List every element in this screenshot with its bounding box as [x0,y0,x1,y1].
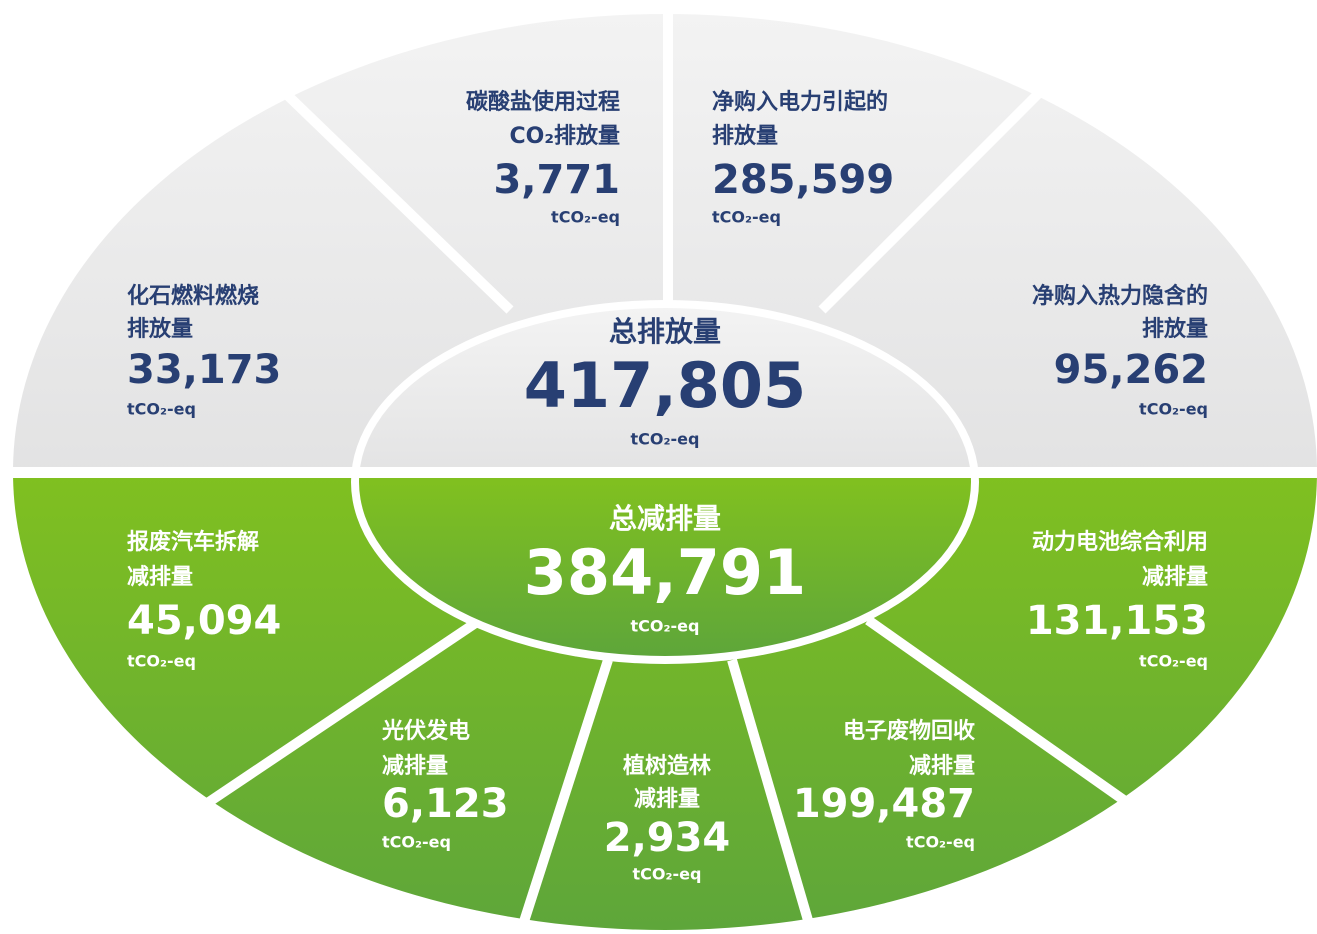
segment-unit: tCO₂-eq [127,652,196,671]
segment-label: 减排量 [909,753,975,779]
segment-label: 排放量 [1142,316,1208,342]
segment-label: 减排量 [382,753,448,779]
segment-label: 动力电池综合利用 [1032,529,1208,555]
segment-label: 排放量 [712,123,778,149]
divider [865,615,1138,813]
segment-unit: tCO₂-eq [551,208,620,227]
segment-value: 33,173 [127,347,281,393]
segment-value: 95,262 [1054,347,1208,393]
segment-value: 131,153 [1026,598,1208,644]
segment-label: 电子废物回收 [843,718,975,744]
segment-label: 光伏发电 [381,718,470,744]
divider [818,88,1044,314]
segment-unit: tCO₂-eq [1139,400,1208,419]
segment-label: 报废汽车拆解 [127,529,259,555]
segment-label: 化石燃料燃烧 [127,283,259,309]
segment-unit: tCO₂-eq [127,400,196,419]
divider [515,658,613,934]
segment-label: 总减排量 [609,502,721,535]
segment-label: CO₂排放量 [510,123,620,149]
segment-label: 减排量 [127,564,193,590]
dividers [197,0,1138,934]
segment-label: 减排量 [634,786,700,812]
segment-value: 199,487 [793,781,975,827]
reduction-half [13,478,1317,930]
segment-unit: tCO₂-eq [906,833,975,852]
segment-value: 285,599 [712,157,894,203]
segment-label: 净购入热力隐含的 [1032,283,1208,309]
segment-value: 384,791 [524,536,806,609]
segment-label: 碳酸盐使用过程 [466,90,620,115]
segment-label: 总排放量 [609,315,721,348]
segment-unit: tCO₂-eq [631,430,700,449]
segment-value: 45,094 [127,598,281,644]
center-bottom [359,478,971,656]
segment-unit: tCO₂-eq [633,865,702,884]
segment-label: 减排量 [1142,564,1208,590]
segment-value: 6,123 [382,781,509,827]
segment-label: 排放量 [127,316,193,342]
segment-value: 2,934 [604,815,731,861]
segment-label: 植树造林 [623,753,711,779]
center-top [360,308,970,467]
segment-label: 净购入电力引起的 [712,89,888,115]
divider [197,615,483,813]
segment-value: 3,771 [493,157,620,203]
segment-unit: tCO₂-eq [712,208,781,227]
divider [276,84,514,314]
divider [727,658,817,934]
segment-unit: tCO₂-eq [382,833,451,852]
center [351,300,979,664]
segment-unit: tCO₂-eq [631,617,700,636]
segment-unit: tCO₂-eq [1139,652,1208,671]
segment-value: 417,805 [524,349,806,422]
